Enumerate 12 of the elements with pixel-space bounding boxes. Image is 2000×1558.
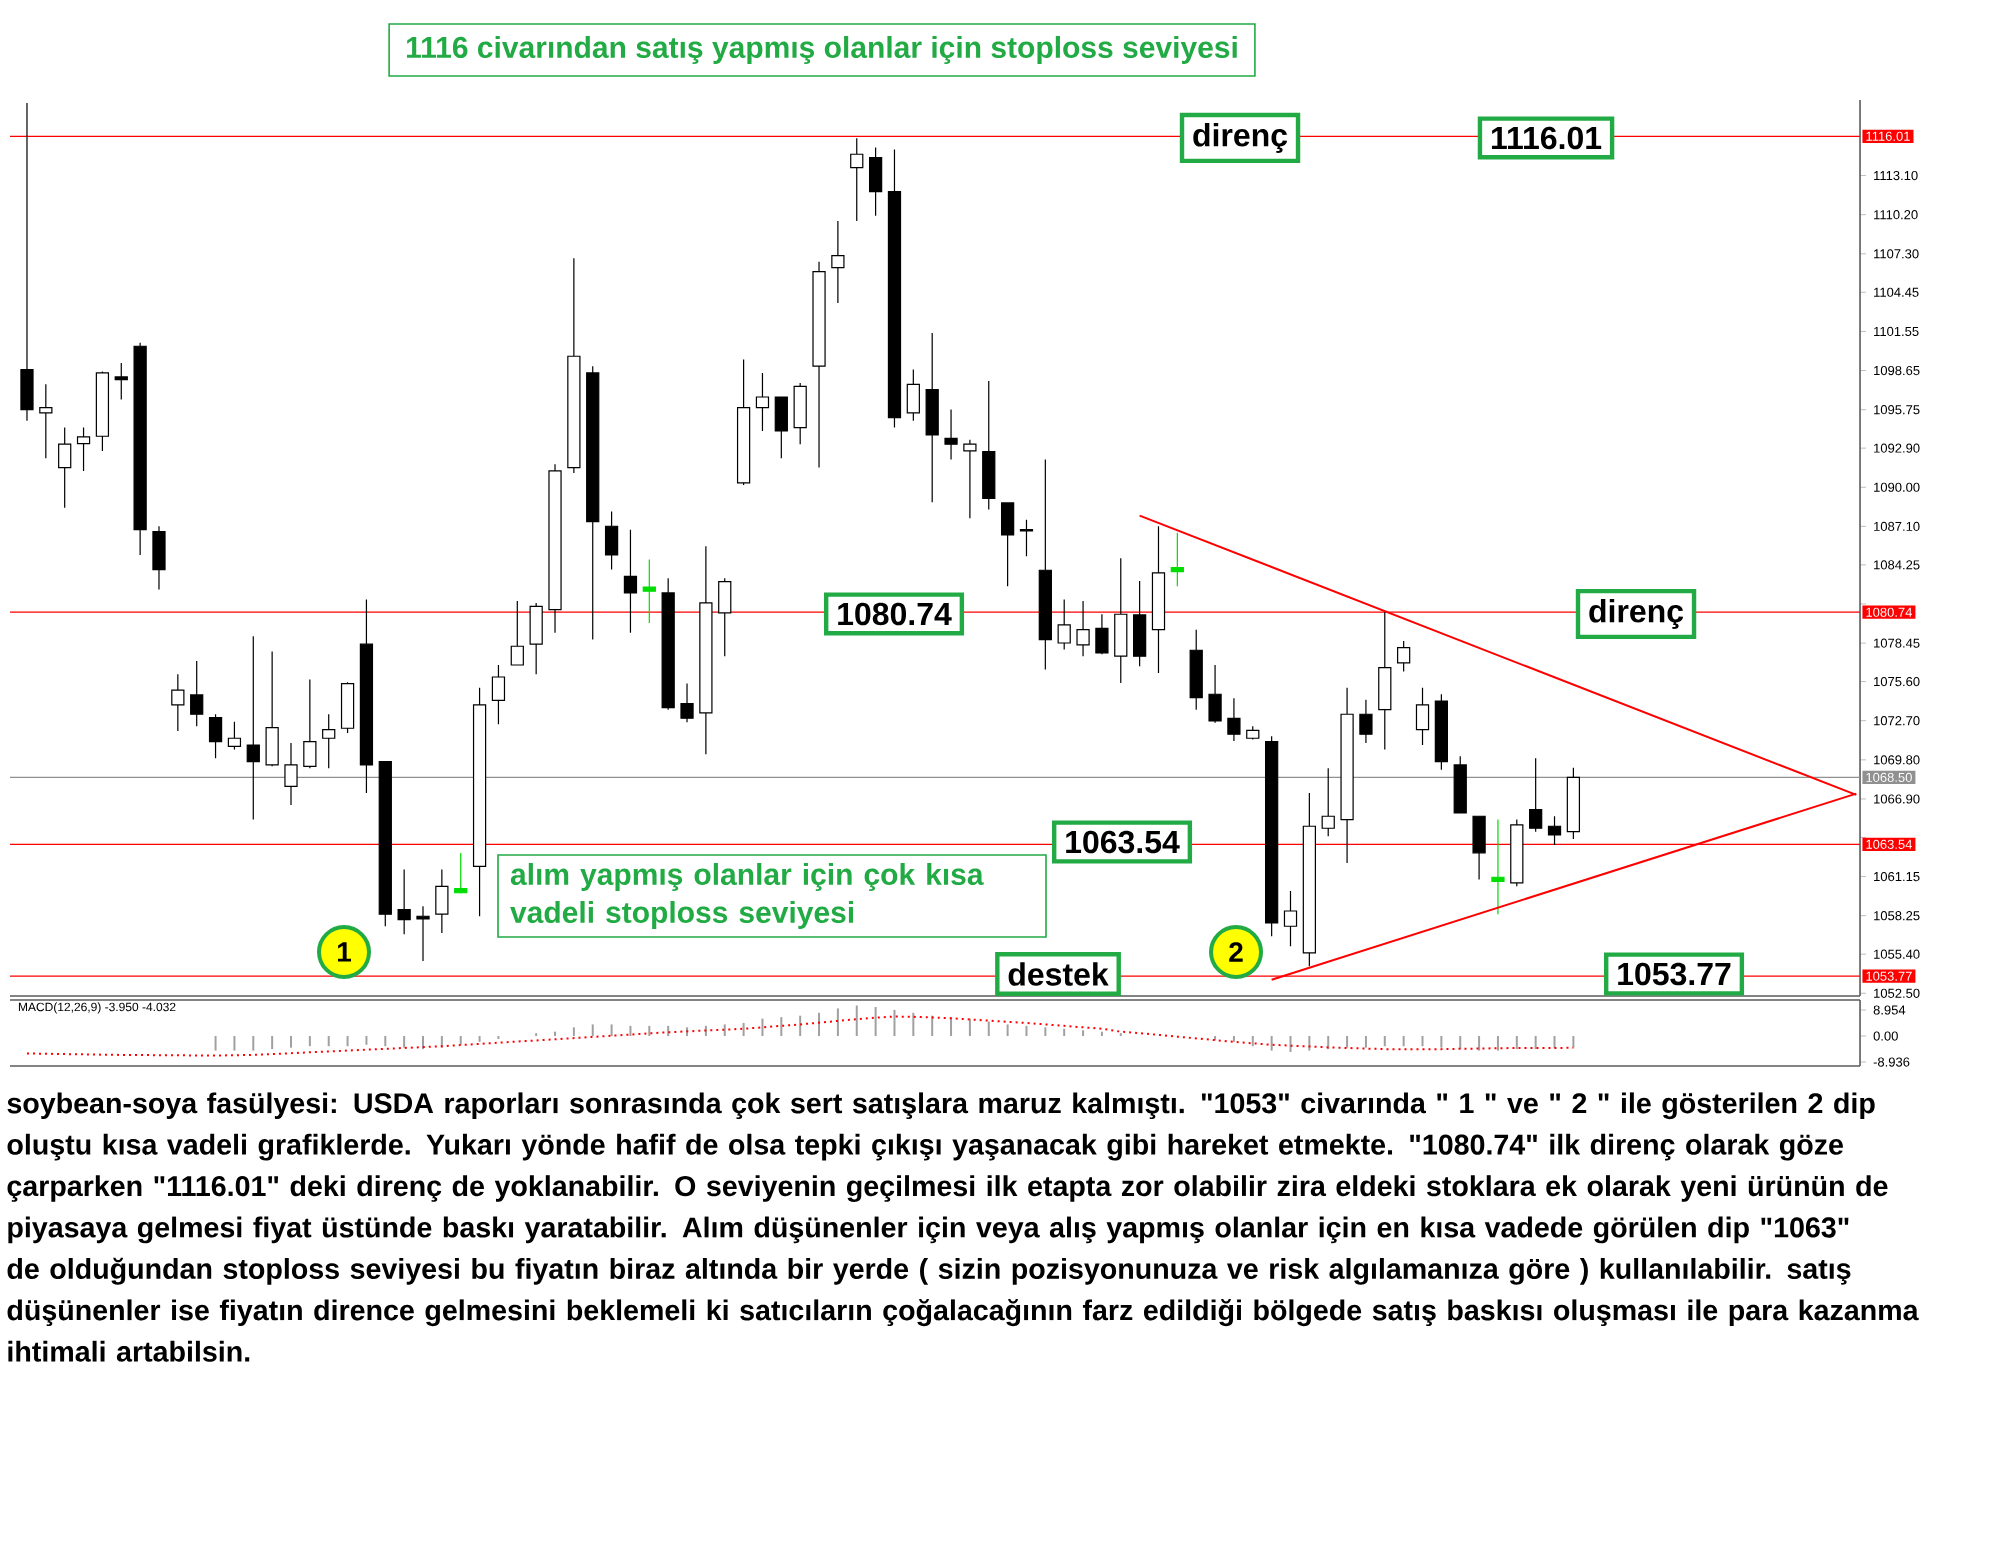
annotation: direnç [1589, 599, 1684, 629]
annotation: 1080.74 [838, 602, 952, 626]
annotation: direnç [1193, 123, 1288, 153]
annotation: 1 [337, 942, 352, 962]
annotation: 1063.54 [1066, 830, 1180, 854]
annotation: destek [1008, 962, 1109, 986]
text: 1116 civarından satış yapmış olanlar için stoploss seviyesi [407, 36, 1237, 64]
annotation: 2 [1229, 942, 1243, 962]
annotation: 1053.77 [1618, 962, 1731, 986]
annotation: 1116.01 [1491, 126, 1602, 150]
annotation: alım yapmış olanlar için çok kısa vadeli stoploss seviyesi [510, 863, 984, 929]
text: soybean-soya fasülyesi: USDA raporları sonrasında çok sert satışlara maruz kalmıştı. "1053" civarında " 1 " ve " 2 " ile gösterilen 2 dip oluştu kısa vadeli grafiklerde. Yukarı yönde hafif de olsa tepki çıkışı yaşanacak gibi hareket etmekte. "1080.74" ilk direnç olarak göze çarparken "1116.01" deki direnç de yoklanabilir. O seviyenin geçilmesi ilk etapta zor olabilir zira eldeki stoklara ek olarak yeni ürünün de piyasaya gelmesi fiyat üstünde baskı yaratabilir. Alım düşünenler için veya alış yapmış olanlar için en kısa vadede görülen dip "1063" de olduğundan stoploss seviyesi bu fiyatın biraz altında bir yerde ( sizin pozisyonunuza ve risk algılamanıza göre ) kullanılabilir. satış düşünenler ise fiyatın dirence gelmesini beklemeli ki satıcıların çoğalacağının farz edildiği bölgede satış baskısı oluşması ile para kazanma ihtimali artabilsin. [7, 1092, 1919, 1362]
